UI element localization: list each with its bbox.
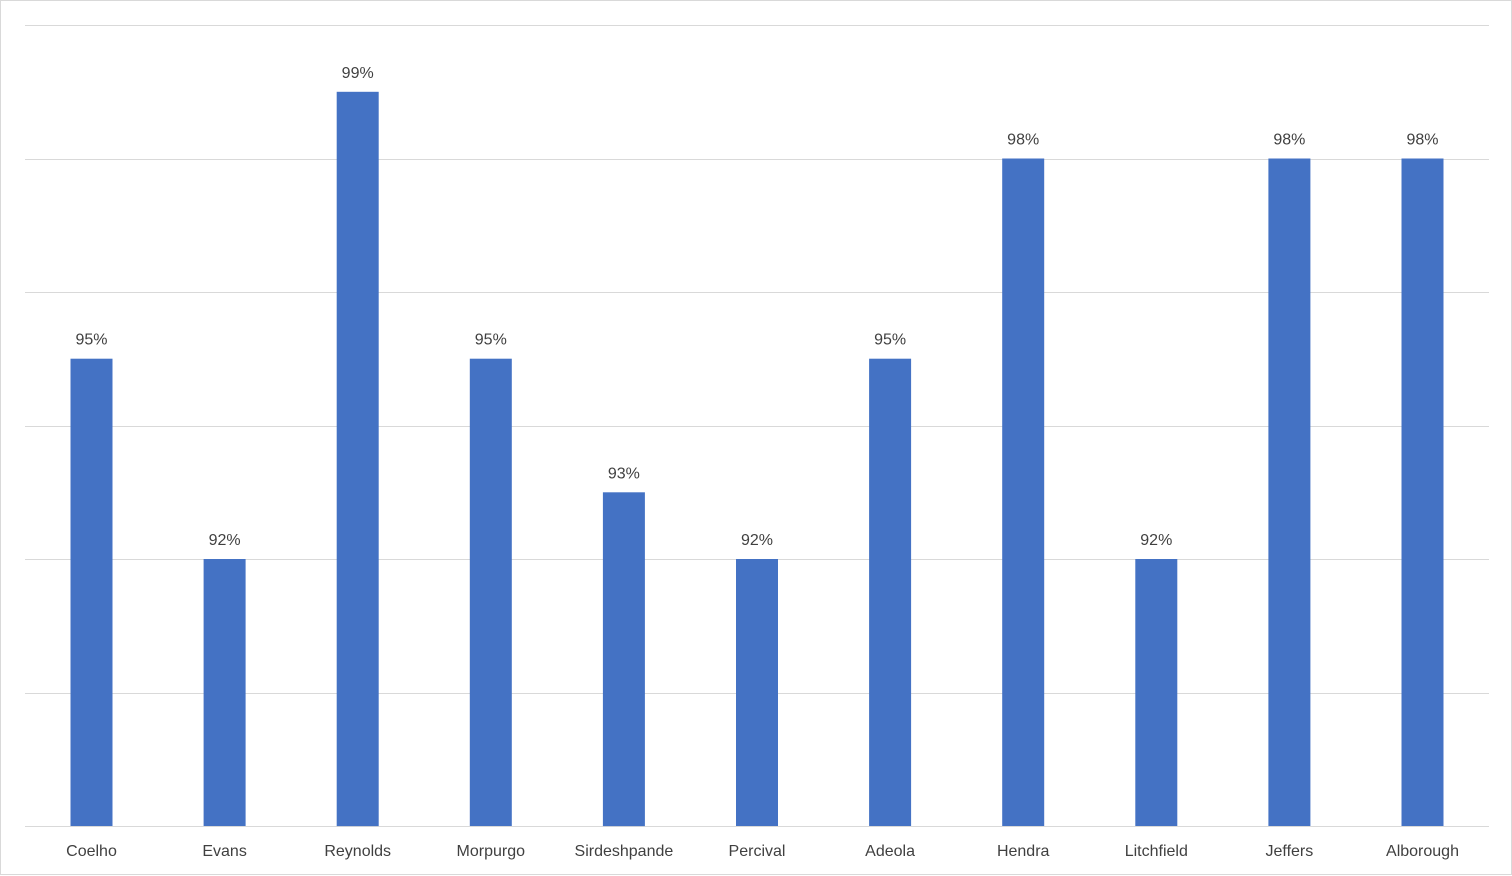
category-labels: Coelho Evans Reynolds Morpurgo Sirdeshpande P… bbox=[66, 843, 1459, 860]
bar-hendra bbox=[1002, 158, 1045, 826]
category-label-jeffers: Jeffers bbox=[1266, 843, 1314, 860]
data-label-alborough: 98% bbox=[1406, 132, 1438, 149]
bar-morpurgo bbox=[469, 358, 512, 826]
data-label-sirdeshpande: 93% bbox=[608, 465, 640, 482]
data-label-morpurgo: 95% bbox=[475, 332, 507, 349]
bar-sirdeshpande bbox=[602, 492, 645, 827]
category-label-coelho: Coelho bbox=[66, 843, 117, 860]
category-label-alborough: Alborough bbox=[1386, 843, 1459, 860]
data-label-evans: 92% bbox=[209, 532, 241, 549]
data-labels: 95% 92% 99% 95% 93% 92% 95% 98% 92% 98% 98% bbox=[75, 65, 1438, 549]
category-label-reynolds: Reynolds bbox=[324, 843, 391, 860]
gridlines bbox=[25, 25, 1489, 827]
bar-percival bbox=[736, 559, 778, 826]
data-label-adeola: 95% bbox=[874, 332, 906, 349]
bar-evans bbox=[203, 559, 246, 826]
category-label-morpurgo: Morpurgo bbox=[457, 843, 526, 860]
bars bbox=[70, 91, 1444, 827]
bar-alborough bbox=[1401, 158, 1444, 826]
category-label-hendra: Hendra bbox=[997, 843, 1050, 860]
data-label-litchfield: 92% bbox=[1140, 532, 1172, 549]
data-label-percival: 92% bbox=[741, 532, 773, 549]
category-label-adeola: Adeola bbox=[865, 843, 915, 860]
bar-adeola bbox=[869, 358, 912, 826]
bar-litchfield bbox=[1135, 559, 1178, 826]
data-label-reynolds: 99% bbox=[342, 65, 374, 82]
bar-jeffers bbox=[1268, 158, 1311, 826]
category-label-litchfield: Litchfield bbox=[1125, 843, 1188, 860]
data-label-jeffers: 98% bbox=[1273, 132, 1305, 149]
data-label-coelho: 95% bbox=[75, 332, 107, 349]
bar-coelho bbox=[70, 358, 113, 826]
category-label-evans: Evans bbox=[202, 843, 246, 860]
category-label-percival: Percival bbox=[729, 843, 786, 860]
category-label-sirdeshpande: Sirdeshpande bbox=[575, 843, 674, 860]
bar-reynolds bbox=[336, 91, 379, 827]
data-label-hendra: 98% bbox=[1007, 132, 1039, 149]
